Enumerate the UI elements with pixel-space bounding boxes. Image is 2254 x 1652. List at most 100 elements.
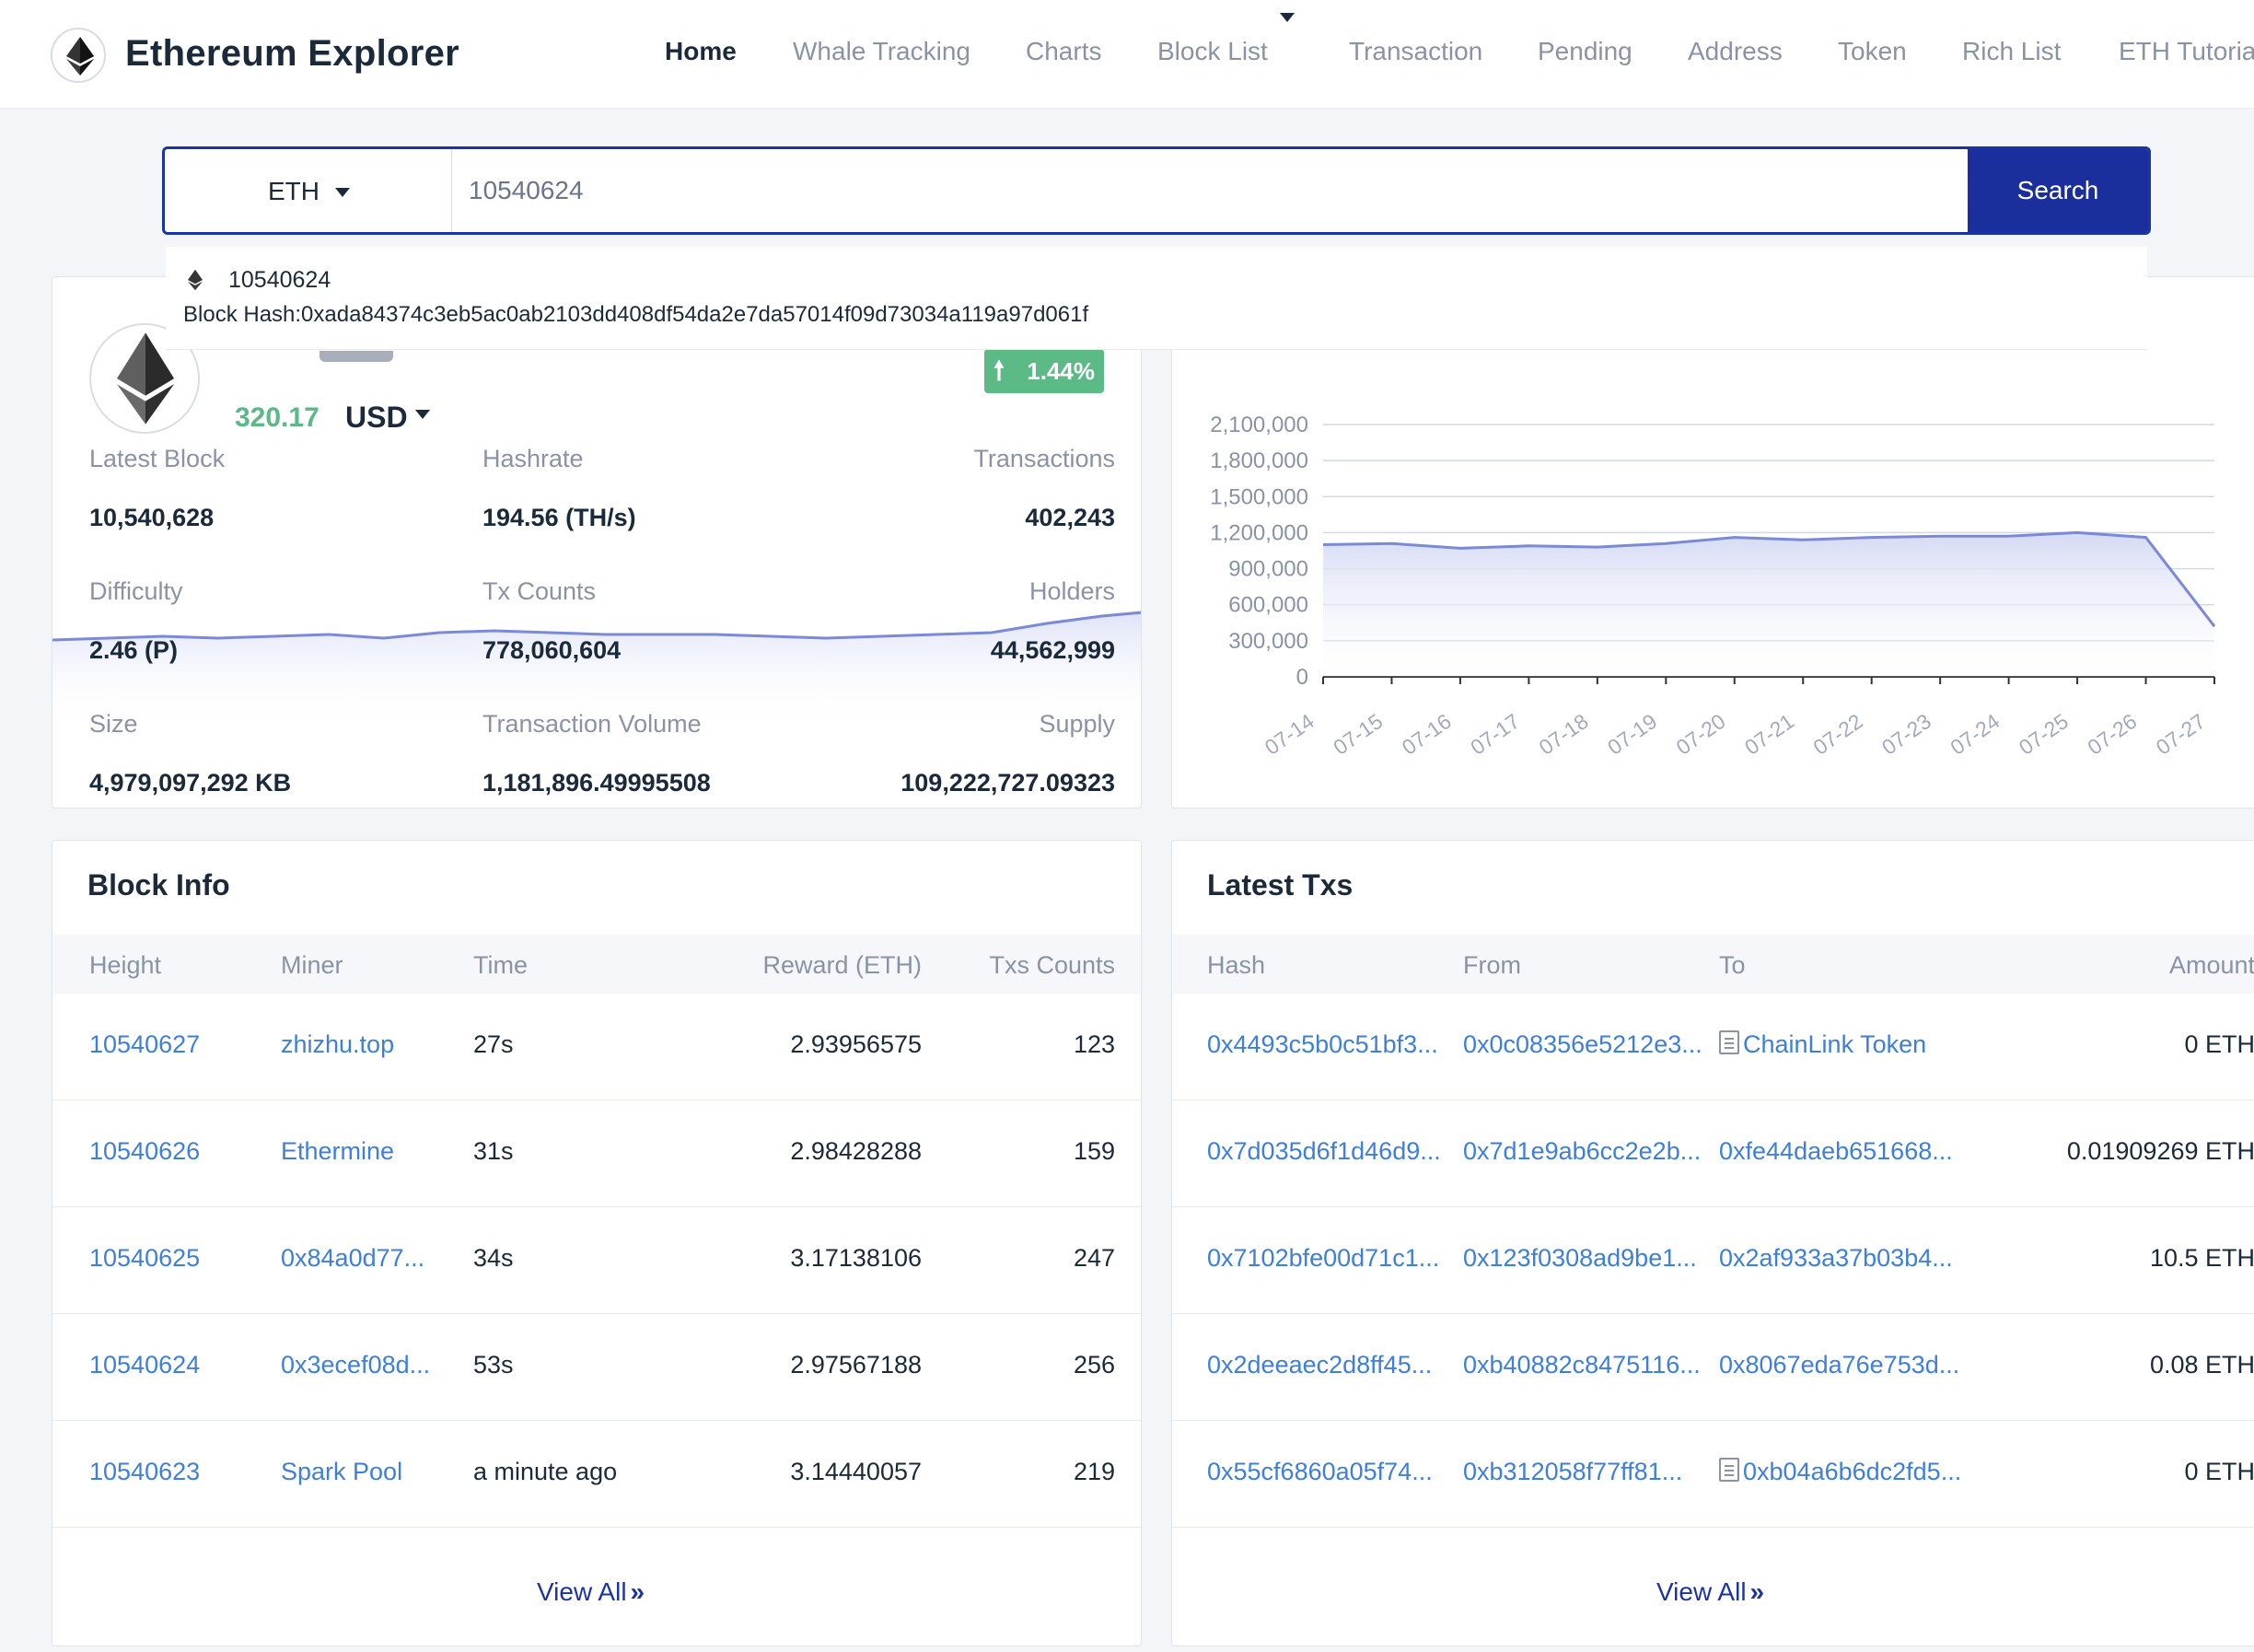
- search-input[interactable]: [469, 168, 1942, 214]
- nav-pending[interactable]: Pending: [1538, 37, 1632, 65]
- tx-hash-link[interactable]: 0x7d035d6f1d46d9...: [1207, 1137, 1441, 1165]
- tx-to-link[interactable]: 0xb04a6b6dc2fd5...: [1719, 1458, 1961, 1486]
- tx-history-chart-card: 2,100,000 1,800,000 1,500,000 1,200,000 900,…: [1171, 276, 2254, 809]
- col-txs-counts: Txs Counts: [989, 951, 1115, 979]
- stat-latest-block-label: Latest Block: [89, 445, 226, 472]
- tx-from-link[interactable]: 0x0c08356e5212e3...: [1463, 1030, 1702, 1058]
- col-hash: Hash: [1207, 951, 1266, 979]
- table-row: 10540626 Ethermine 31s 2.98428288 159: [52, 1100, 1141, 1207]
- block-height-link[interactable]: 10540623: [89, 1458, 201, 1485]
- stat-supply-value: 109,222,727.09323: [900, 769, 1115, 797]
- tx-from-link[interactable]: 0x7d1e9ab6cc2e2b...: [1463, 1137, 1702, 1165]
- block-height-link[interactable]: 10540625: [89, 1244, 201, 1272]
- x-tick-label: 07-15: [1329, 709, 1387, 760]
- nav-charts[interactable]: Charts: [1026, 37, 1102, 65]
- x-tick-label: 07-21: [1740, 709, 1798, 760]
- x-tick-label: 07-16: [1398, 709, 1456, 760]
- view-all-label: View All: [537, 1577, 627, 1606]
- col-to: To: [1719, 951, 1746, 979]
- tx-to-link[interactable]: 0x2af933a37b03b4...: [1719, 1244, 1953, 1272]
- block-time: a minute ago: [473, 1458, 618, 1485]
- tx-to-link[interactable]: 0xfe44daeb651668...: [1719, 1137, 1953, 1165]
- tx-from-link[interactable]: 0x123f0308ad9be1...: [1463, 1244, 1697, 1272]
- tx-from-link[interactable]: 0xb40882c8475116...: [1463, 1351, 1701, 1379]
- chart-area-fill: [1323, 532, 2214, 677]
- block-height-link[interactable]: 10540624: [89, 1351, 201, 1379]
- tx-to-link[interactable]: 0x8067eda76e753d...: [1719, 1351, 1960, 1379]
- table-row: 0x7102bfe00d71c1... 0x123f0308ad9be1... 0x…: [1172, 1207, 2254, 1314]
- col-amount: Amount: [2168, 951, 2254, 979]
- chevron-down-icon: [335, 188, 350, 197]
- block-info-header: Height Miner Time Reward (ETH) Txs Count…: [52, 935, 1141, 994]
- stats-sparkline: [52, 611, 1141, 728]
- nav-home[interactable]: Home: [665, 37, 737, 65]
- block-txs-count: 256: [1073, 1351, 1115, 1379]
- block-reward: 3.14440057: [790, 1458, 922, 1485]
- miner-link[interactable]: Ethermine: [281, 1137, 395, 1165]
- table-row: 10540623 Spark Pool a minute ago 3.14440057…: [52, 1421, 1141, 1528]
- network-stats-card: 320.17 USD 🠕 1.44% Latest Block 10,540,6…: [52, 276, 1142, 809]
- tx-amount: 0.01909269 ETH: [2066, 1137, 2254, 1165]
- tx-hash-link[interactable]: 0x2deeaec2d8ff45...: [1207, 1351, 1433, 1379]
- x-tick-label: 07-20: [1672, 709, 1730, 760]
- price-change-value: 1.44%: [1027, 357, 1095, 385]
- tx-to-label: 0xb04a6b6dc2fd5...: [1743, 1458, 1962, 1485]
- miner-link[interactable]: zhizhu.top: [281, 1030, 395, 1058]
- brand-title[interactable]: Ethereum Explorer: [125, 33, 459, 74]
- stat-transaction-volume-value: 1,181,896.49995508: [482, 769, 711, 797]
- top-header: Ethereum Explorer Home Whale Tracking Ch…: [0, 0, 2254, 109]
- miner-link[interactable]: Spark Pool: [281, 1458, 403, 1485]
- block-time: 31s: [473, 1137, 514, 1165]
- chevron-down-icon[interactable]: [415, 410, 430, 419]
- block-reward: 3.17138106: [790, 1244, 922, 1272]
- suggestion-block-number: 10540624: [228, 267, 331, 293]
- stat-difficulty-value: 2.46 (P): [89, 636, 179, 664]
- nav-token[interactable]: Token: [1838, 37, 1907, 65]
- chevron-down-icon[interactable]: [1280, 13, 1295, 22]
- price-currency-select[interactable]: USD: [345, 401, 408, 434]
- contract-document-icon: [1719, 1030, 1739, 1054]
- tx-history-chart[interactable]: 2,100,000 1,800,000 1,500,000 1,200,000 900,…: [1172, 277, 2254, 809]
- tx-hash-link[interactable]: 0x4493c5b0c51bf3...: [1207, 1030, 1438, 1058]
- x-tick-label: 07-24: [1946, 709, 2004, 760]
- nav-eth-tutorial[interactable]: ETH Tutoria: [2119, 37, 2254, 65]
- block-height-link[interactable]: 10540626: [89, 1137, 201, 1165]
- col-reward: Reward (ETH): [762, 951, 922, 979]
- search-button[interactable]: Search: [1968, 149, 2148, 232]
- nav-transaction[interactable]: Transaction: [1349, 37, 1483, 65]
- latest-txs-title: Latest Txs: [1207, 868, 1354, 902]
- nav-rich-list[interactable]: Rich List: [1962, 37, 2062, 65]
- stat-transaction-volume-label: Transaction Volume: [482, 710, 702, 738]
- block-height-link[interactable]: 10540627: [89, 1030, 201, 1058]
- y-tick-label: 300,000: [1228, 629, 1308, 654]
- table-row: 10540627 zhizhu.top 27s 2.93956575 123: [52, 994, 1141, 1100]
- txs-view-all-link[interactable]: View All»: [1656, 1577, 1764, 1607]
- nav-block-list[interactable]: Block List: [1157, 37, 1268, 65]
- miner-link[interactable]: 0x3ecef08d...: [281, 1351, 431, 1379]
- x-tick-label: 07-19: [1603, 709, 1661, 760]
- stat-size-label: Size: [89, 710, 138, 738]
- tx-amount: 0 ETH: [2184, 1030, 2254, 1058]
- currency-select-label: ETH: [268, 177, 320, 205]
- ethereum-logo-icon[interactable]: [51, 28, 106, 83]
- block-txs-count: 219: [1073, 1458, 1115, 1485]
- miner-link[interactable]: 0x84a0d77...: [281, 1244, 425, 1272]
- stat-transactions-label: Transactions: [973, 445, 1115, 472]
- tx-hash-link[interactable]: 0x55cf6860a05f74...: [1207, 1458, 1433, 1485]
- block-time: 53s: [473, 1351, 514, 1379]
- col-time: Time: [473, 951, 528, 979]
- stat-size-value: 4,979,097,292 KB: [89, 769, 292, 797]
- suggestion-block-hash: Block Hash:0xada84374c3eb5ac0ab2103dd408…: [183, 302, 1089, 327]
- double-chevron-right-icon: »: [1749, 1577, 1765, 1606]
- search-suggestion[interactable]: 10540624 Block Hash:0xada84374c3eb5ac0ab…: [166, 247, 2147, 350]
- block-view-all-link[interactable]: View All»: [537, 1577, 645, 1607]
- table-row: 10540625 0x84a0d77... 34s 3.17138106 247: [52, 1207, 1141, 1314]
- nav-whale-tracking[interactable]: Whale Tracking: [793, 37, 970, 65]
- stat-tx-counts-value: 778,060,604: [482, 636, 622, 664]
- tx-from-link[interactable]: 0xb312058f77ff81...: [1463, 1458, 1683, 1485]
- block-reward: 2.93956575: [790, 1030, 922, 1058]
- tx-hash-link[interactable]: 0x7102bfe00d71c1...: [1207, 1244, 1440, 1272]
- currency-select[interactable]: ETH: [165, 149, 452, 232]
- nav-address[interactable]: Address: [1688, 37, 1783, 65]
- tx-to-link[interactable]: ChainLink Token: [1719, 1030, 1926, 1059]
